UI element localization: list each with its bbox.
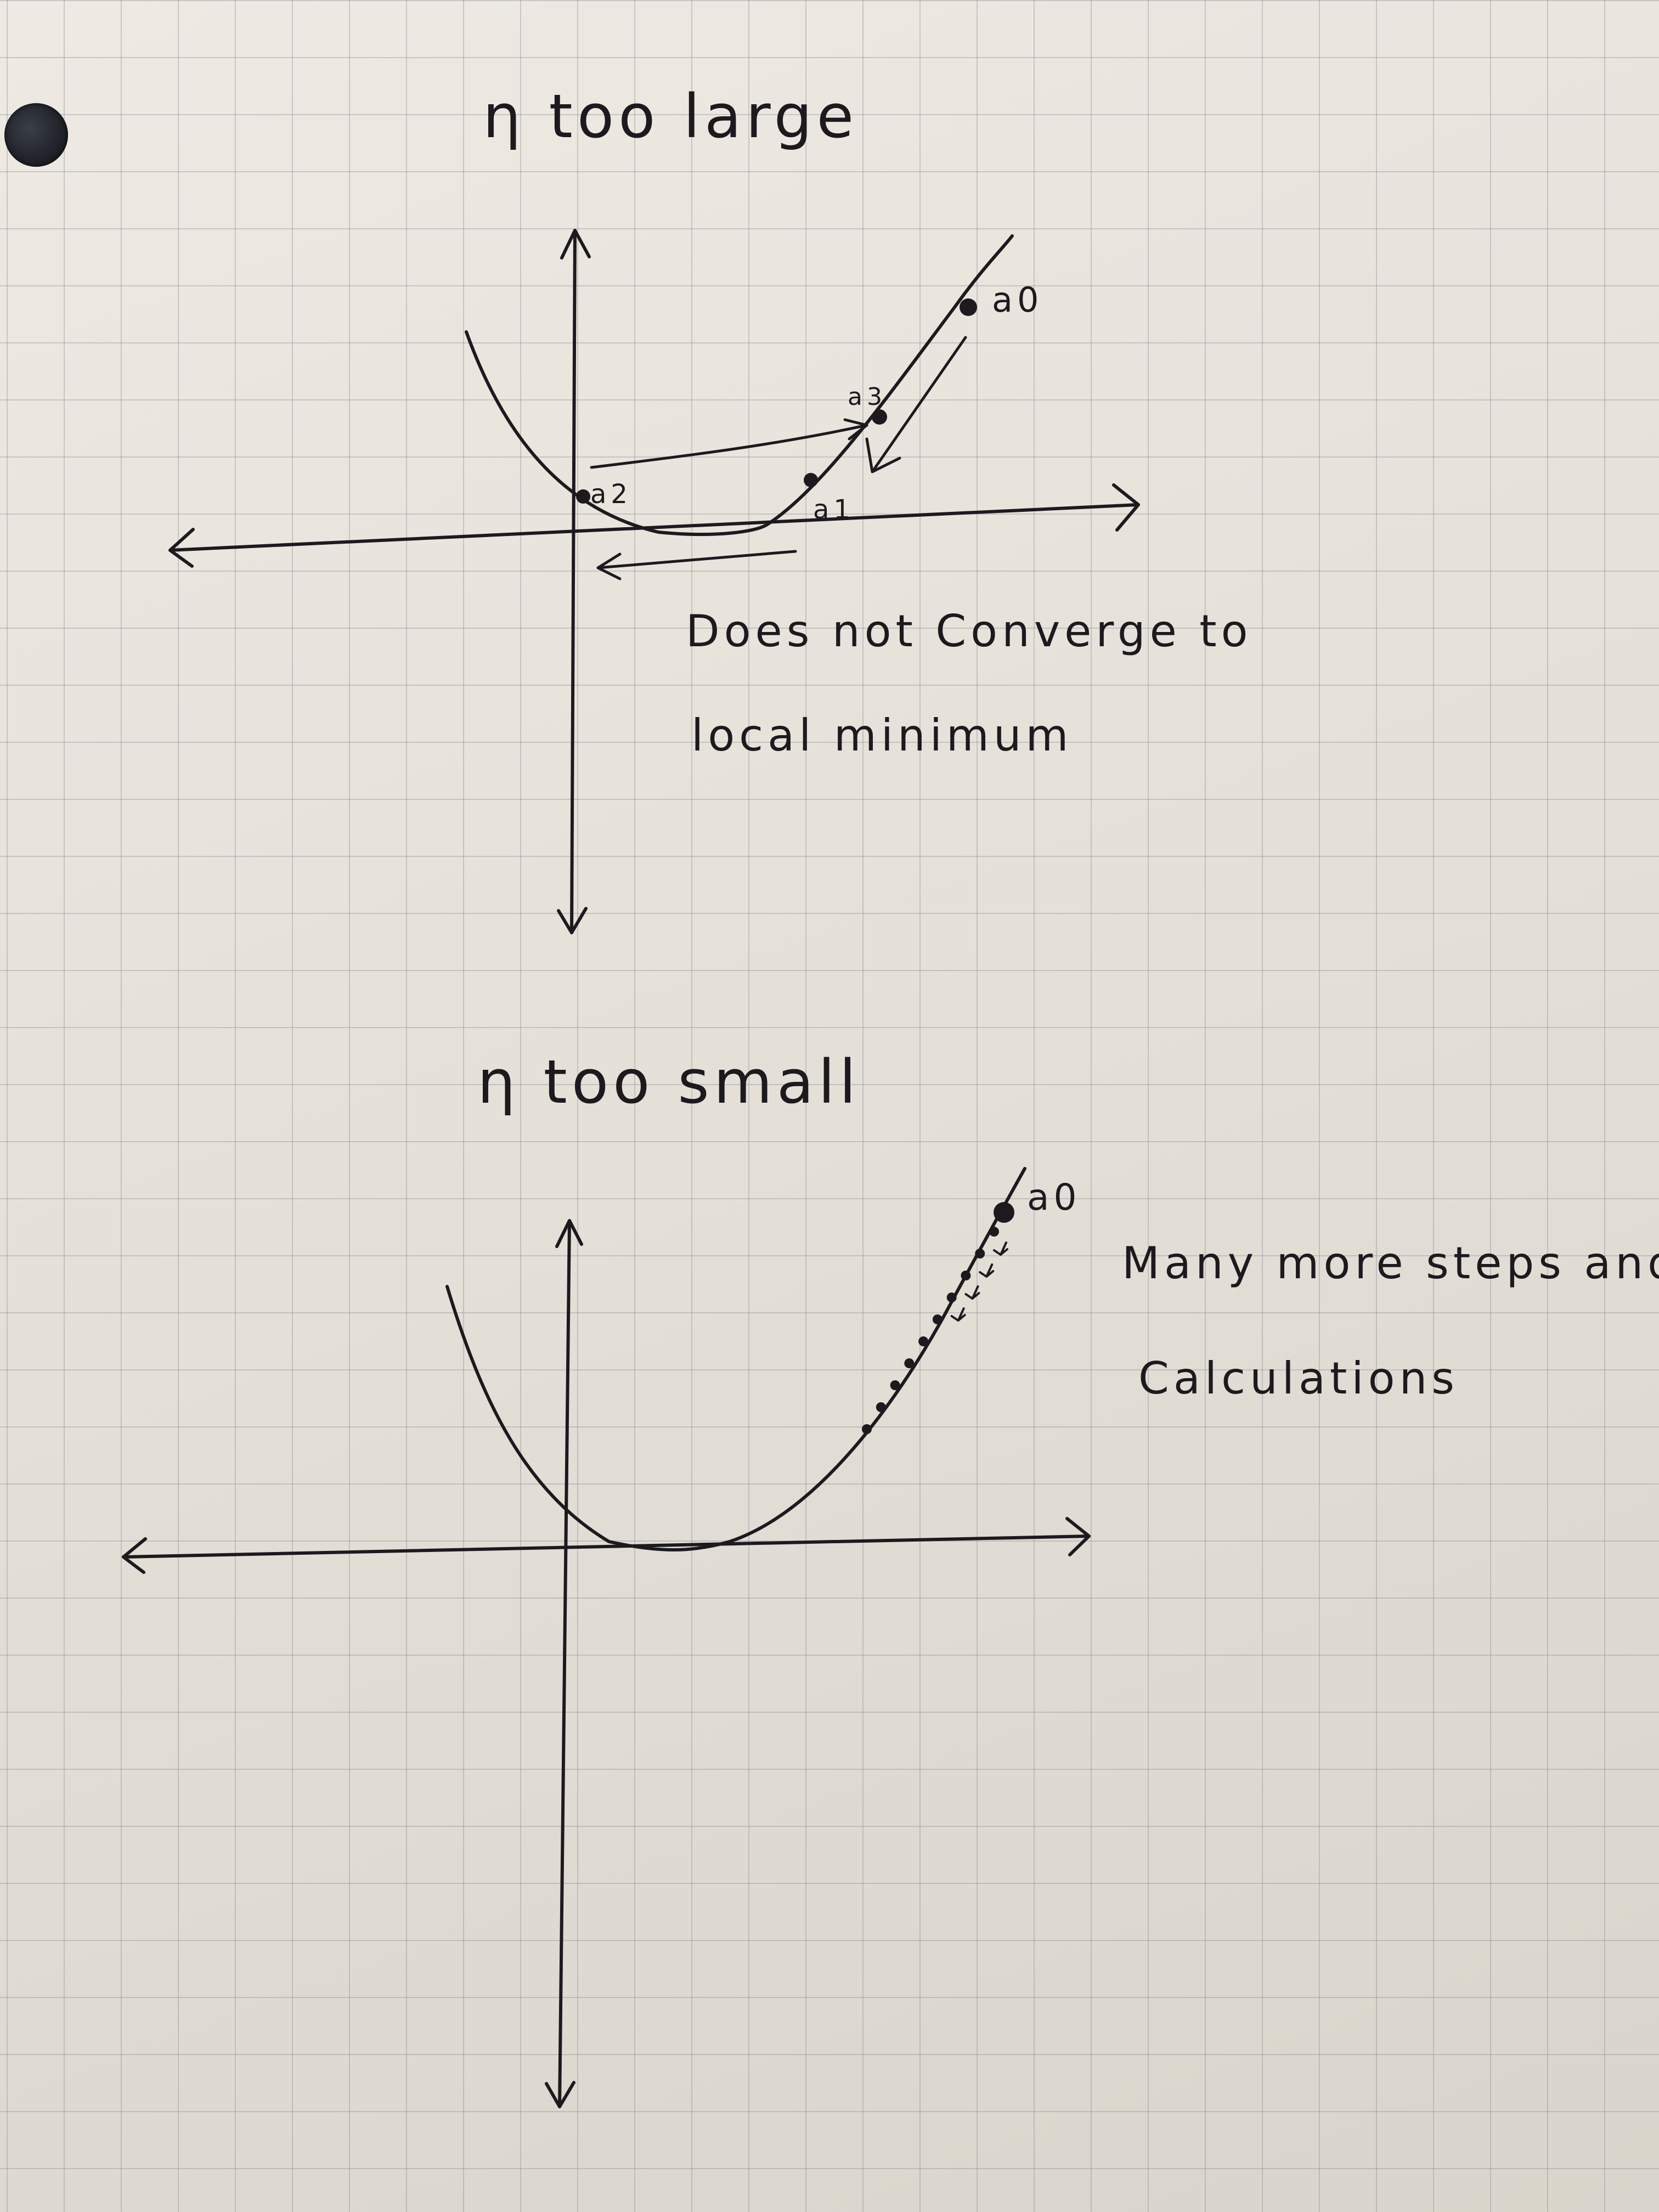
- note-line-1-bottom: Many more steps and: [1122, 1238, 1659, 1289]
- small-step-arrow: [950, 1307, 966, 1322]
- x-axis-top: [168, 503, 1140, 552]
- step-arrow-a1-a2-head: [596, 552, 622, 580]
- small-step-point: [989, 1227, 999, 1237]
- x-axis-arrow-left-bottom: [122, 1537, 147, 1574]
- y-axis-top: [570, 229, 577, 934]
- y-axis-arrow-down-top: [557, 907, 588, 934]
- y-axis-arrow-down-bottom: [545, 2081, 575, 2108]
- point-a3-top: [872, 409, 887, 425]
- small-step-point: [862, 1424, 872, 1434]
- x-axis-arrow-right-bottom: [1065, 1517, 1091, 1556]
- y-axis-arrow-up-bottom: [555, 1219, 583, 1248]
- point-a0-top: [960, 298, 977, 316]
- y-axis-bottom: [558, 1219, 571, 2108]
- loss-curve-top: [465, 234, 1014, 537]
- small-step-point: [904, 1358, 915, 1368]
- y-axis-arrow-up-top: [560, 229, 591, 259]
- note-line-1-top: Does not Converge to: [686, 606, 1252, 657]
- note-line-2-top: local minimum: [691, 710, 1073, 761]
- x-axis-arrow-left-top: [168, 528, 195, 568]
- point-label-a0-bottom: a0: [1027, 1176, 1081, 1218]
- step-arrow-a2-a3: [590, 424, 868, 469]
- small-steps-group: [862, 1227, 1008, 1434]
- step-arrow-a0-a1: [871, 336, 967, 473]
- small-step-point: [918, 1336, 929, 1346]
- small-step-arrow: [979, 1263, 995, 1278]
- loss-curve-bottom: [445, 1167, 1026, 1551]
- point-label-a2: a2: [590, 479, 632, 510]
- point-label-a3: a3: [848, 383, 887, 411]
- step-arrow-a0-a1-head: [865, 437, 901, 473]
- small-step-point: [975, 1249, 985, 1259]
- diagram-too-large: η too large a0 a1 a2 a3 Does not Converg…: [168, 81, 1252, 934]
- binder-punch-hole: [4, 103, 68, 167]
- x-axis-bottom: [122, 1534, 1091, 1559]
- point-a1-top: [804, 473, 818, 487]
- small-step-point: [961, 1271, 971, 1280]
- step-arrow-a2-a3-head: [843, 418, 868, 441]
- small-step-arrow: [964, 1285, 980, 1300]
- heading-too-small: η too small: [477, 1047, 860, 1117]
- small-step-arrow: [993, 1242, 1008, 1256]
- point-a2-top: [576, 489, 590, 504]
- step-arrow-a1-a2: [596, 550, 797, 569]
- diagram-too-small: η too small a0 Many more steps and Calcu…: [122, 1047, 1659, 2108]
- note-line-2-bottom: Calculations: [1138, 1353, 1459, 1404]
- small-step-point: [890, 1380, 900, 1390]
- small-step-point: [932, 1314, 943, 1324]
- point-label-a0: a0: [992, 280, 1043, 320]
- heading-too-large: η too large: [483, 81, 858, 151]
- point-label-a1: a1: [813, 494, 855, 525]
- point-a0-bottom: [994, 1202, 1014, 1223]
- small-step-point: [876, 1402, 886, 1412]
- x-axis-arrow-right-top: [1112, 483, 1140, 532]
- small-step-point: [946, 1293, 957, 1302]
